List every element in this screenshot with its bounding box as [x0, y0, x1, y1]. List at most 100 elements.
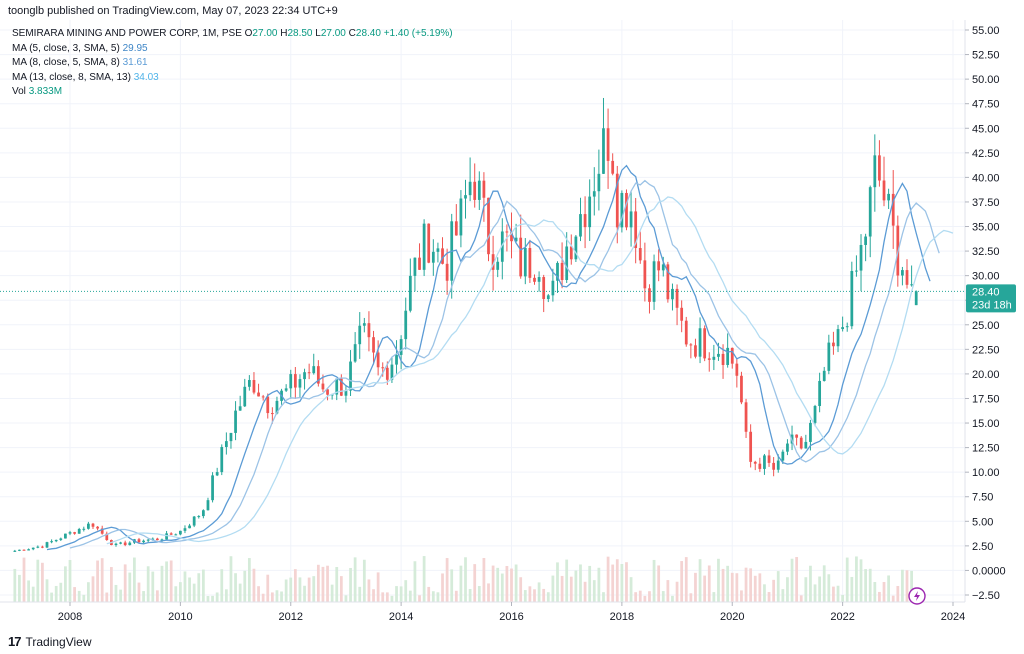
volume-bar [473, 564, 477, 602]
candle-body [381, 367, 385, 369]
candle-body [804, 441, 808, 449]
volume-bar [464, 557, 467, 602]
candle-body [597, 173, 601, 192]
volume-bar [372, 589, 375, 602]
candle-body [873, 155, 877, 188]
ma3-value: 34.03 [133, 71, 159, 83]
volume-bar [873, 582, 877, 602]
legend-volume-row[interactable]: Vol 3.833M [12, 85, 453, 100]
volume-bar [105, 592, 109, 602]
plot-background [0, 20, 965, 602]
volume-bar [712, 592, 716, 602]
candle-body [753, 461, 757, 464]
volume-bar [790, 558, 794, 602]
candle-body [422, 223, 426, 270]
volume-bar [625, 562, 628, 602]
volume-bar [110, 567, 113, 602]
volume-bar [477, 586, 481, 602]
candle-body [763, 455, 766, 469]
y-tick-label: 7.50 [972, 492, 993, 504]
candle-body [487, 197, 490, 255]
ma1-value: 29.95 [122, 42, 148, 54]
candle-body [468, 181, 472, 196]
candle-body [551, 280, 555, 296]
price-change: +1.40 (+5.19%) [383, 28, 453, 39]
ohlc-open: 27.00 [252, 28, 278, 39]
candle-body [574, 236, 578, 260]
candle-body [795, 434, 799, 438]
volume-bar [27, 580, 30, 602]
volume-bar [657, 565, 661, 602]
volume-bar [891, 595, 895, 602]
lightning-icon [914, 591, 920, 601]
volume-bar [569, 576, 573, 602]
legend-ma2-row[interactable]: MA (8, close, 5, SMA, 8) 31.61 [12, 56, 453, 71]
legend-ma3-row[interactable]: MA (13, close, 8, SMA, 13) 34.03 [12, 71, 453, 86]
ohlc-high: 28.50 [287, 28, 313, 39]
volume-bar [408, 590, 412, 602]
volume-bar [54, 585, 58, 602]
legend-ma1-row[interactable]: MA (5, close, 3, SMA, 5) 29.95 [12, 42, 453, 57]
volume-bar [689, 593, 693, 602]
volume-bar [703, 575, 707, 602]
y-tick-label: 0.0000 [972, 565, 1006, 577]
volume-bar [901, 569, 904, 602]
volume-bar [459, 565, 463, 602]
volume-bar [36, 559, 40, 602]
candle-body [546, 295, 550, 300]
ma3-label: MA (13, close, 8, SMA, 13) [12, 71, 131, 83]
candle-body [592, 191, 596, 197]
volume-bar [344, 595, 348, 602]
grid [0, 20, 965, 602]
candle-body [891, 193, 895, 226]
chart-area[interactable]: 55.00 52.50 50.00 47.50 45.00 42.50 40.00 37.50… [0, 20, 1024, 632]
price-chart[interactable]: 55.00 52.50 50.00 47.50 45.00 42.50 40.00 37.50… [0, 20, 1024, 632]
candle-body [776, 460, 780, 470]
candle-body [500, 231, 504, 262]
moving-averages [46, 164, 954, 551]
volume-value: 3.833M [28, 86, 63, 97]
y-tick-label: 32.50 [972, 246, 1000, 258]
legend-symbol-row: SEMIRARA MINING AND POWER CORP, 1M, PSE … [12, 27, 453, 42]
candle-body [413, 257, 417, 276]
candle-body [473, 181, 477, 200]
footer-brand[interactable]: 17 TradingView [8, 634, 92, 649]
volume-bar [169, 560, 173, 602]
volume-bar [50, 592, 53, 602]
volume-bar [13, 568, 17, 602]
candle-body [781, 451, 785, 461]
volume-bar [680, 561, 684, 602]
volume-bar [781, 589, 785, 602]
candle-body [841, 327, 845, 330]
volume-bar [850, 576, 854, 602]
candle-body [188, 525, 191, 529]
candle-body [786, 443, 789, 452]
volume-bar [59, 582, 63, 602]
volume-bar [18, 574, 21, 602]
volume-bar [533, 589, 536, 602]
volume-bar [910, 570, 913, 602]
volume-bar [822, 565, 826, 602]
candle-body [680, 307, 684, 321]
replay-button[interactable] [908, 587, 926, 605]
volume-bar [675, 581, 679, 602]
ohlc-low-label: L [315, 28, 321, 39]
volume-bar [312, 576, 316, 602]
volume-bar [339, 576, 343, 602]
candle-body [905, 270, 909, 285]
volume-bar [588, 565, 592, 602]
candle-body [344, 390, 348, 396]
volume-bar [142, 591, 145, 602]
volume-bar [280, 591, 283, 602]
y-tick-label: 15.00 [972, 418, 1000, 430]
candle-body [809, 422, 812, 442]
candle-body [27, 549, 30, 551]
candle-body [247, 380, 251, 387]
candle-body [569, 246, 573, 260]
candle-body [689, 344, 693, 346]
candle-body [459, 198, 463, 236]
candle-body [293, 374, 297, 388]
volume-bar [730, 572, 734, 602]
volume-bar [146, 566, 150, 602]
volume-bar [385, 592, 389, 602]
